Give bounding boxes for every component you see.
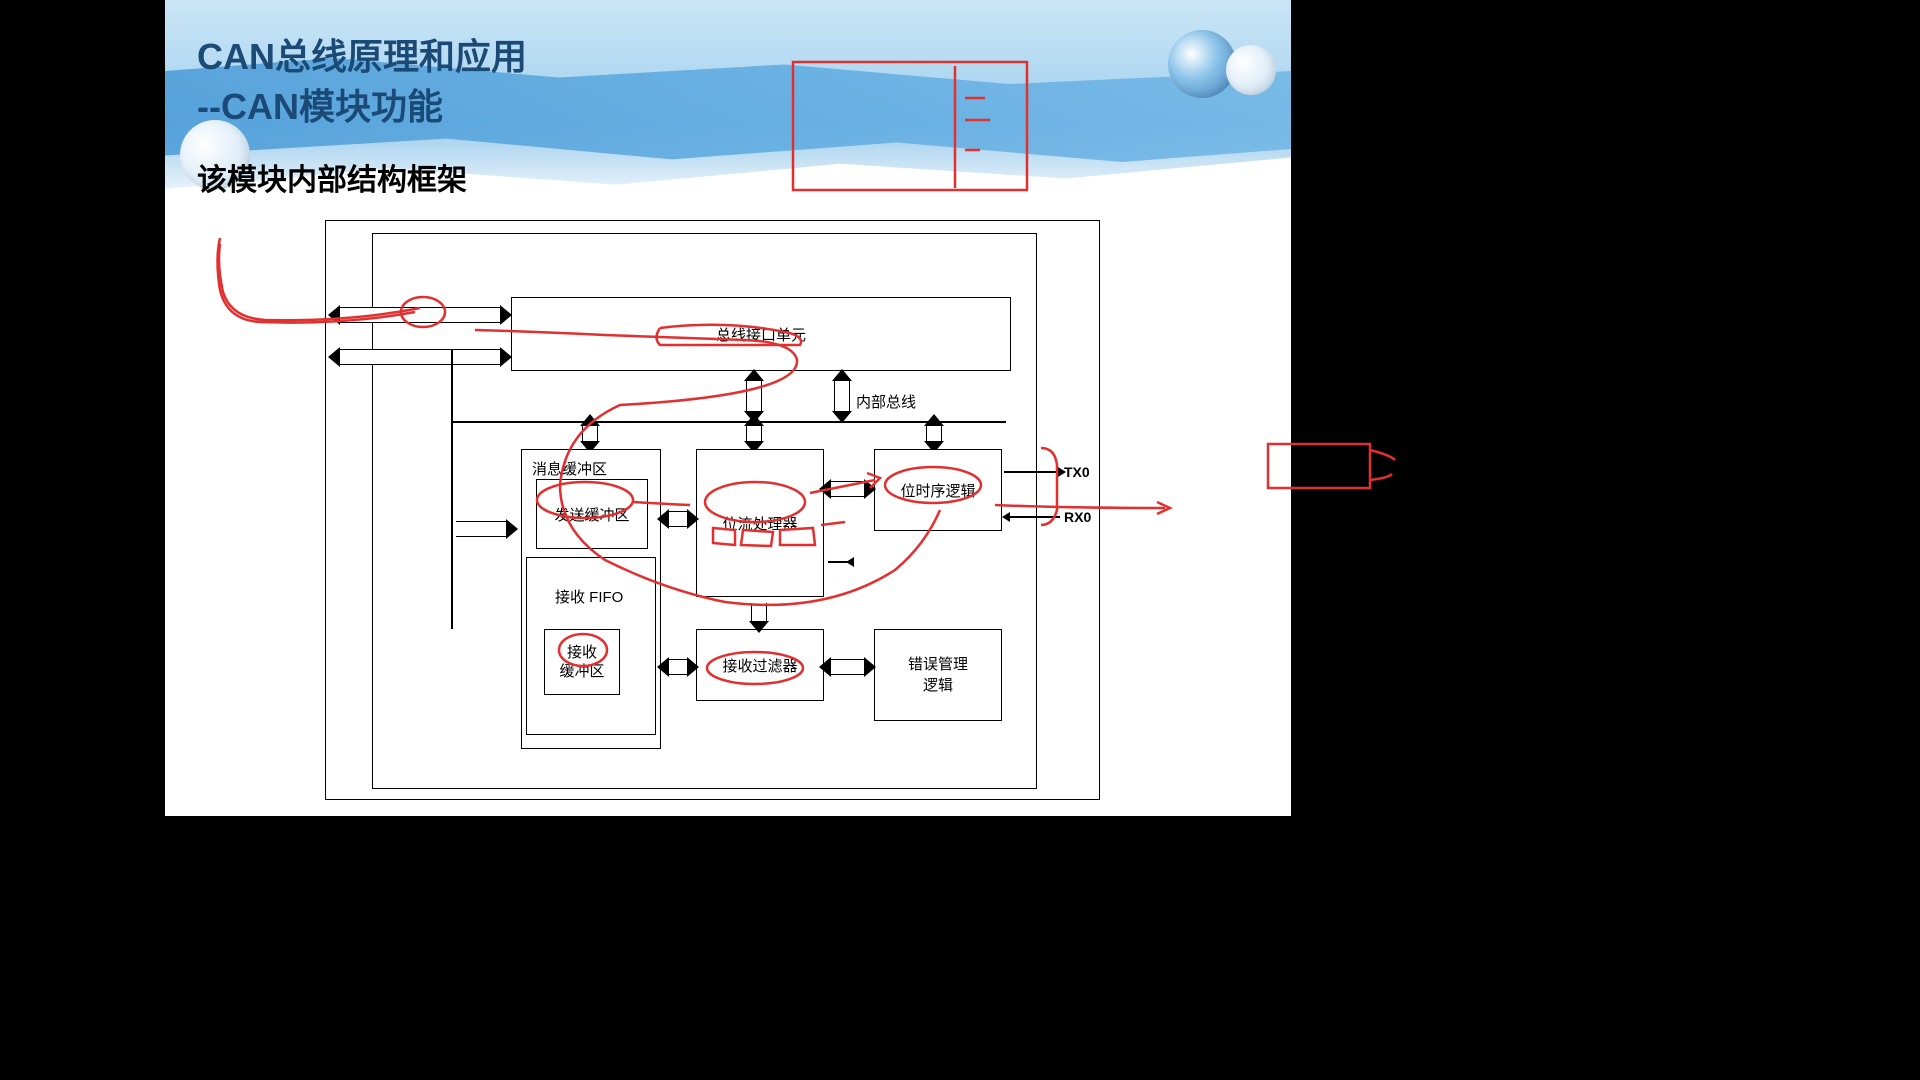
label-internal-bus: 内部总线 <box>856 391 916 412</box>
arrow-busif-down2 <box>834 381 850 411</box>
arrow-filter-error <box>831 659 864 675</box>
box-rx-filter: 接收过滤器 <box>696 629 824 701</box>
rx-line <box>1004 516 1060 518</box>
box-bit-processor: 位流处理器 <box>696 449 824 597</box>
box-bus-interface: 总线接口单元 <box>511 297 1011 371</box>
deco-circle-right-small <box>1226 45 1276 95</box>
rx-arrowhead <box>1002 512 1010 522</box>
label-bus-interface: 总线接口单元 <box>716 324 806 345</box>
label-error-l2: 逻辑 <box>923 675 953 696</box>
arrow-ib-timing <box>926 426 942 441</box>
line-left-vert <box>451 349 453 629</box>
arrow-ib-msgbuf <box>582 426 598 441</box>
title-line2: --CAN模块功能 <box>197 78 443 130</box>
label-rx-buffer-l1: 接收 <box>567 643 597 663</box>
label-msg-buffer: 消息缓冲区 <box>532 458 607 479</box>
box-rx-buffer: 接收 缓冲区 <box>544 629 620 695</box>
arrow-left-to-msgbuf <box>456 521 506 537</box>
arrow-txbuf-bitproc <box>669 511 687 527</box>
arrow-bus-if-2 <box>340 349 500 365</box>
slide-area: CAN总线原理和应用 --CAN模块功能 该模块内部结构框架 总线接口单元 内部… <box>165 0 1291 816</box>
subtitle: 该模块内部结构框架 <box>197 155 467 199</box>
label-rx-fifo: 接收 FIFO <box>555 586 623 607</box>
tx-line <box>1004 471 1060 473</box>
arrow-busif-down1 <box>746 381 762 411</box>
label-bit-timing: 位时序逻辑 <box>900 480 975 501</box>
arrow-filter-rxfifo <box>669 659 687 675</box>
arrow-bitproc-timing <box>831 481 864 497</box>
internal-bus-line <box>451 421 1006 423</box>
label-error-l1: 错误管理 <box>908 654 968 675</box>
title-line1: CAN总线原理和应用 <box>197 28 527 80</box>
label-tx-buffer: 发送缓冲区 <box>554 504 629 525</box>
arrow-ib-bitproc <box>746 426 762 441</box>
label-rx-filter: 接收过滤器 <box>722 655 797 676</box>
line-bitproc-right <box>828 561 848 563</box>
arrow-bitproc-filter <box>751 603 767 621</box>
arrow-bus-if-1 <box>340 307 500 323</box>
label-bit-processor: 位流处理器 <box>722 513 797 534</box>
box-bit-timing: 位时序逻辑 <box>874 449 1002 531</box>
pin-tx-label: TX0 <box>1064 464 1090 480</box>
box-error-mgmt: 错误管理 逻辑 <box>874 629 1002 721</box>
label-rx-buffer-l2: 缓冲区 <box>559 662 604 682</box>
pin-rx-label: RX0 <box>1064 509 1091 525</box>
small-arrow-left <box>846 557 854 567</box>
block-diagram: 总线接口单元 内部总线 消息缓冲区 发送缓冲区 接收 FIFO 接收 缓冲区 位… <box>325 220 1100 800</box>
box-tx-buffer: 发送缓冲区 <box>536 479 648 549</box>
